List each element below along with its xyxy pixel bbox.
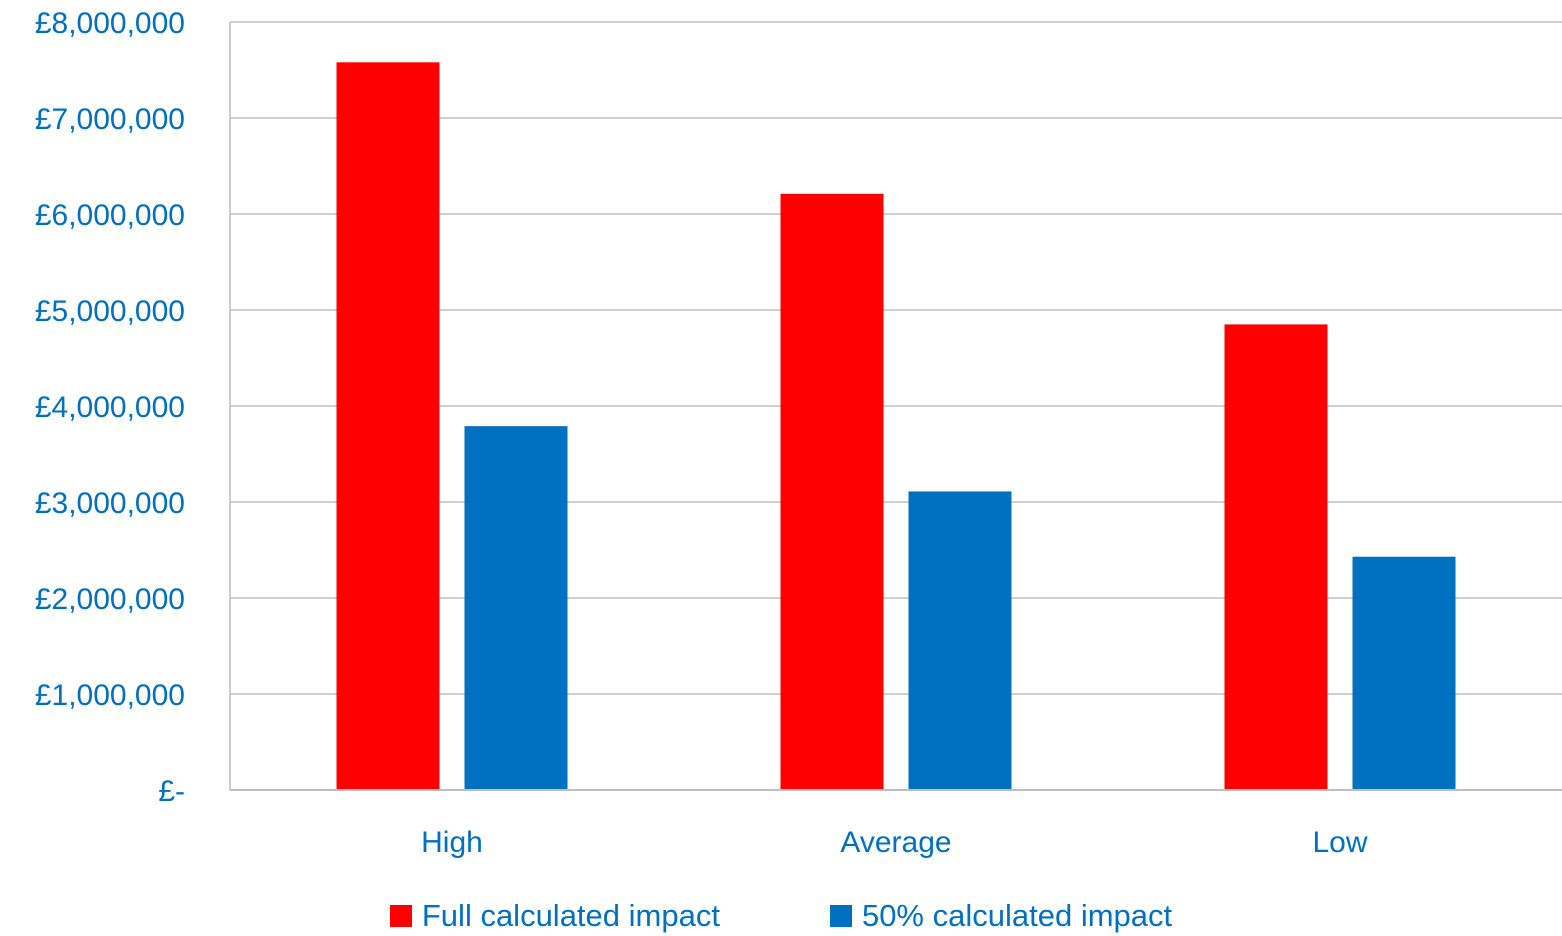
bar-full-high bbox=[336, 62, 440, 790]
y-tick-label: £4,000,000 bbox=[35, 391, 185, 424]
bar-half-low bbox=[1352, 556, 1456, 790]
bar-half-high bbox=[464, 426, 568, 790]
chart-legend: Full calculated impact 50% calculated imp… bbox=[0, 896, 1562, 936]
legend-label: Full calculated impact bbox=[421, 898, 720, 933]
y-tick-label: £- bbox=[158, 775, 185, 808]
legend-item: 50% calculated impact bbox=[829, 896, 1173, 936]
y-tick-label: £8,000,000 bbox=[35, 7, 185, 40]
bar-chart: £- £1,000,000 £2,000,000 £3,000,000 £4,000,0… bbox=[35, 7, 1562, 859]
legend-swatch bbox=[829, 905, 852, 927]
y-tick-label: £7,000,000 bbox=[35, 103, 185, 136]
x-tick-label: Low bbox=[1312, 826, 1367, 859]
y-tick-label: £1,000,000 bbox=[35, 679, 185, 712]
x-tick-label: High bbox=[421, 826, 483, 859]
y-tick-label: £5,000,000 bbox=[35, 295, 185, 328]
bar-full-average bbox=[780, 193, 884, 791]
y-tick-label: £3,000,000 bbox=[35, 487, 185, 520]
y-tick-label: £2,000,000 bbox=[35, 583, 185, 616]
x-tick-label: Average bbox=[840, 826, 951, 859]
bar-full-low bbox=[1224, 324, 1328, 790]
legend-label: 50% calculated impact bbox=[861, 898, 1173, 933]
legend-item: Full calculated impact bbox=[389, 896, 720, 936]
y-tick-label: £6,000,000 bbox=[35, 199, 185, 232]
legend-swatch bbox=[389, 905, 412, 927]
bar-half-average bbox=[908, 491, 1012, 790]
